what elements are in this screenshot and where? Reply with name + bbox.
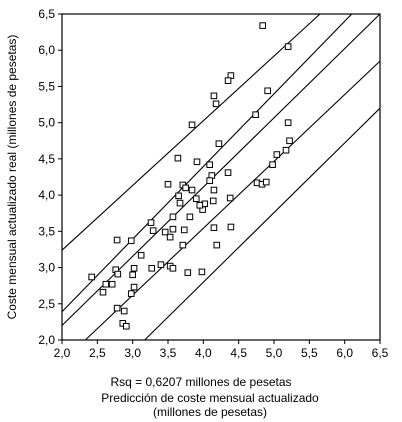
data-point xyxy=(175,192,182,200)
regression-line xyxy=(61,13,321,251)
data-point xyxy=(264,87,271,95)
data-point xyxy=(213,241,221,249)
y-tick-label: 2,0 xyxy=(38,333,55,347)
data-point xyxy=(227,223,235,231)
x-axis-label: (millones de pesetas) xyxy=(153,405,267,419)
y-tick-label: 5,5 xyxy=(38,79,55,93)
data-point xyxy=(284,43,292,50)
data-point xyxy=(102,280,110,288)
data-point xyxy=(259,22,266,29)
data-point xyxy=(169,213,177,221)
data-point xyxy=(262,178,270,186)
data-point xyxy=(137,251,145,259)
y-tick-label: 3,0 xyxy=(38,261,55,275)
data-point xyxy=(210,224,218,232)
data-point xyxy=(113,236,121,244)
y-tick-label: 3,5 xyxy=(38,224,55,238)
x-tick-label: 3,0 xyxy=(124,346,141,360)
y-axis-label: Coste mensual actualizado real (millones… xyxy=(5,35,19,320)
data-point xyxy=(224,169,232,176)
data-point xyxy=(164,180,172,188)
x-tick-label: 5,5 xyxy=(301,346,318,360)
x-tick-label: 5,0 xyxy=(266,346,283,360)
data-point xyxy=(169,225,177,233)
x-axis-label: Predicción de coste mensual actualizado xyxy=(101,391,319,405)
data-point xyxy=(166,233,174,241)
data-point xyxy=(182,184,189,192)
data-point xyxy=(196,201,204,209)
data-point xyxy=(212,100,220,108)
data-point xyxy=(206,177,213,184)
x-tick-label: 2,5 xyxy=(89,346,106,360)
annotation: Rsq = 0,6207 millones de pesetas xyxy=(110,375,291,389)
data-point xyxy=(188,121,196,129)
x-tick-label: 3,5 xyxy=(160,346,177,360)
data-point xyxy=(284,119,292,126)
y-tick-label: 2,5 xyxy=(38,297,55,311)
data-point xyxy=(88,273,95,281)
x-tick-label: 4,5 xyxy=(230,346,247,360)
data-point xyxy=(252,111,259,118)
y-tick-label: 6,5 xyxy=(38,7,55,21)
x-tick-label: 6,0 xyxy=(336,346,353,360)
data-point xyxy=(273,151,281,158)
data-point xyxy=(174,154,182,162)
data-point xyxy=(108,280,116,288)
data-point xyxy=(206,161,213,168)
data-point xyxy=(123,322,130,330)
x-tick-label: 2,0 xyxy=(54,346,71,360)
data-point xyxy=(169,264,177,272)
x-tick-label: 6,5 xyxy=(372,346,389,360)
data-point xyxy=(130,283,138,291)
data-point xyxy=(149,227,157,234)
data-point xyxy=(99,288,107,296)
data-point xyxy=(193,158,201,166)
data-point xyxy=(120,307,128,315)
data-point xyxy=(282,146,290,154)
data-point xyxy=(192,195,200,203)
data-point xyxy=(147,219,155,226)
data-point xyxy=(209,197,217,205)
data-point xyxy=(180,226,188,234)
regression-line xyxy=(61,13,381,326)
data-point xyxy=(176,199,184,207)
data-point xyxy=(127,290,135,297)
data-point xyxy=(130,264,138,272)
data-point xyxy=(157,261,165,268)
y-tick-label: 6,0 xyxy=(38,43,55,57)
data-point xyxy=(286,137,293,145)
data-point xyxy=(148,264,156,272)
data-point xyxy=(198,268,206,276)
data-point xyxy=(269,161,276,168)
data-point xyxy=(215,140,223,147)
data-point xyxy=(226,194,234,202)
data-point xyxy=(127,237,135,245)
data-point xyxy=(179,241,187,249)
data-point xyxy=(188,186,196,194)
data-point xyxy=(186,213,194,221)
data-point xyxy=(113,304,121,312)
data-point xyxy=(114,270,122,278)
data-point xyxy=(210,92,218,100)
y-tick-label: 4,0 xyxy=(38,188,55,202)
y-tick-label: 4,5 xyxy=(38,152,55,166)
plot-frame xyxy=(61,13,381,341)
data-point xyxy=(161,228,169,236)
x-tick-label: 4,0 xyxy=(195,346,212,360)
data-point xyxy=(210,186,218,194)
data-point xyxy=(184,269,192,276)
regression-line xyxy=(144,107,381,341)
y-tick-label: 5,0 xyxy=(38,116,55,130)
data-point xyxy=(129,271,136,279)
data-point xyxy=(224,77,232,84)
